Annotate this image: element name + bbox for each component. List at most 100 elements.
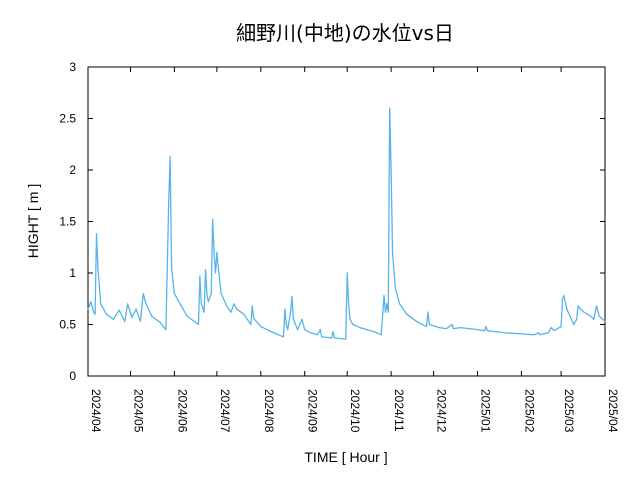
data-point — [169, 156, 171, 158]
data-point — [593, 318, 595, 320]
data-point — [199, 275, 201, 277]
data-point — [484, 330, 486, 332]
x-tick-label: 2024/06 — [175, 389, 189, 433]
data-point — [391, 251, 394, 253]
x-tick-label: 2024/11 — [392, 389, 406, 432]
x-axis: 2024/04 2024/05 2024/06 2024/07 2024/08 2024/… — [87, 67, 620, 433]
data-point — [373, 331, 375, 333]
x-tick-label: 2025/03 — [562, 389, 576, 433]
data-point — [145, 303, 147, 305]
y-tick-label: 0 — [69, 369, 76, 383]
data-point — [233, 303, 235, 305]
data-point — [560, 325, 562, 328]
x-tick-label: 2024/05 — [131, 389, 145, 433]
data-point — [476, 329, 479, 331]
data-point — [260, 325, 262, 328]
data-point — [212, 218, 214, 221]
data-point — [595, 305, 598, 307]
data-point — [168, 200, 170, 202]
data-point — [399, 303, 401, 305]
data-point — [359, 326, 361, 329]
data-point — [383, 295, 385, 297]
data-point — [485, 325, 487, 328]
y-tick-label: 3 — [69, 60, 76, 74]
data-point — [553, 330, 555, 332]
data-point — [348, 303, 350, 305]
data-point — [291, 296, 293, 298]
data-point — [304, 329, 306, 331]
chart-title: 細野川(中地)の水位vs日 — [236, 21, 454, 45]
data-point — [87, 308, 89, 310]
data-point — [598, 315, 600, 317]
data-point — [417, 321, 419, 324]
data-point — [331, 337, 333, 339]
data-point — [131, 316, 133, 318]
data-point — [159, 321, 161, 324]
x-tick-label: 2024/09 — [306, 389, 320, 433]
data-point — [333, 337, 336, 339]
data-point — [173, 293, 176, 295]
data-point — [124, 320, 126, 323]
data-point — [438, 326, 440, 329]
data-point — [451, 323, 453, 326]
data-point — [321, 336, 323, 338]
data-point — [207, 301, 209, 303]
data-point — [243, 313, 245, 315]
data-point — [213, 251, 215, 253]
data-point — [604, 320, 606, 323]
x-tick-label: 2024/12 — [435, 389, 449, 433]
x-tick-label: 2024/08 — [262, 389, 276, 433]
data-point — [220, 293, 222, 295]
data-point — [533, 334, 535, 336]
data-point — [427, 311, 429, 313]
data-point — [384, 311, 387, 313]
data-point — [289, 311, 292, 313]
data-point — [236, 308, 238, 310]
data-point — [345, 338, 347, 340]
data-point — [349, 318, 351, 320]
data-point — [94, 313, 96, 315]
data-point — [406, 313, 408, 315]
data-point — [170, 267, 173, 269]
data-point — [139, 320, 142, 323]
x-tick-label: 2025/01 — [479, 389, 493, 433]
data-point — [127, 303, 129, 305]
data-point — [394, 287, 396, 290]
y-tick-label: 1.5 — [59, 215, 76, 229]
y-axis-label: HIGHT [ m ] — [25, 184, 41, 258]
data-point — [93, 311, 95, 313]
data-point — [206, 295, 208, 297]
data-point — [282, 336, 285, 338]
x-tick-label: 2024/10 — [348, 389, 362, 433]
data-point — [390, 169, 392, 171]
x-tick-label: 2025/02 — [522, 389, 536, 433]
data-point — [537, 332, 540, 334]
data-point — [459, 326, 462, 329]
data-point — [197, 323, 200, 326]
data-point — [165, 329, 167, 331]
series-layer — [87, 107, 606, 340]
x-tick-label: 2025/04 — [606, 389, 620, 433]
x-tick-label: 2024/04 — [89, 389, 103, 433]
data-point — [386, 303, 388, 305]
data-point — [581, 310, 583, 312]
x-axis-label: TIME [ Hour ] — [304, 449, 387, 465]
data-point — [319, 329, 321, 331]
data-point — [520, 333, 523, 335]
data-point — [210, 293, 212, 295]
data-point — [387, 311, 389, 313]
y-tick-label: 1 — [69, 266, 76, 280]
data-point — [216, 251, 218, 253]
data-point — [226, 305, 228, 307]
data-point — [118, 309, 120, 311]
data-point — [547, 332, 549, 334]
data-point — [425, 325, 428, 328]
data-point — [428, 323, 430, 326]
data-point — [230, 311, 232, 313]
data-point — [186, 315, 188, 317]
y-tick-label: 2.5 — [59, 112, 76, 126]
data-point — [563, 295, 565, 297]
data-point — [135, 308, 137, 310]
data-point — [309, 332, 311, 334]
